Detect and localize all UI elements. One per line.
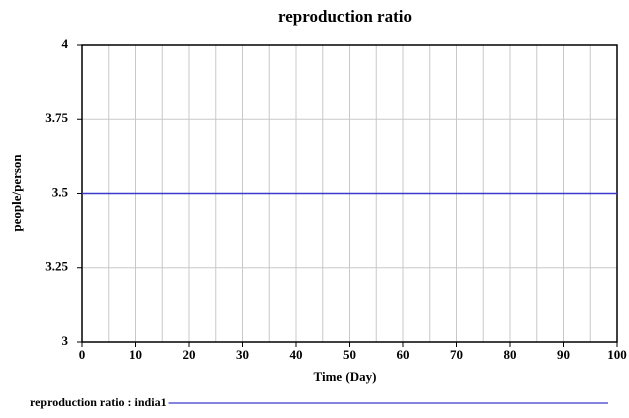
chart-title: reproduction ratio [278,7,412,26]
x-tick-label: 0 [79,347,86,362]
x-tick-label: 70 [450,347,463,362]
y-axis-label: people/person [9,154,24,232]
x-tick-label: 60 [397,347,410,362]
y-tick-label: 3.5 [52,184,69,199]
x-tick-label: 80 [504,347,517,362]
x-tick-label: 50 [343,347,356,362]
x-tick-label: 20 [183,347,196,362]
legend-label: reproduction ratio : india1 [30,395,167,409]
x-tick-label: 40 [290,347,303,362]
y-tick-label: 3.25 [45,259,68,274]
y-tick-label: 3.75 [45,110,68,125]
y-tick-label: 3 [62,333,69,348]
x-tick-label: 30 [236,347,249,362]
x-tick-label: 90 [557,347,570,362]
x-axis-label: Time (Day) [314,369,377,384]
x-tick-label: 10 [129,347,142,362]
y-tick-label: 4 [62,36,69,51]
x-tick-label: 100 [607,347,627,362]
